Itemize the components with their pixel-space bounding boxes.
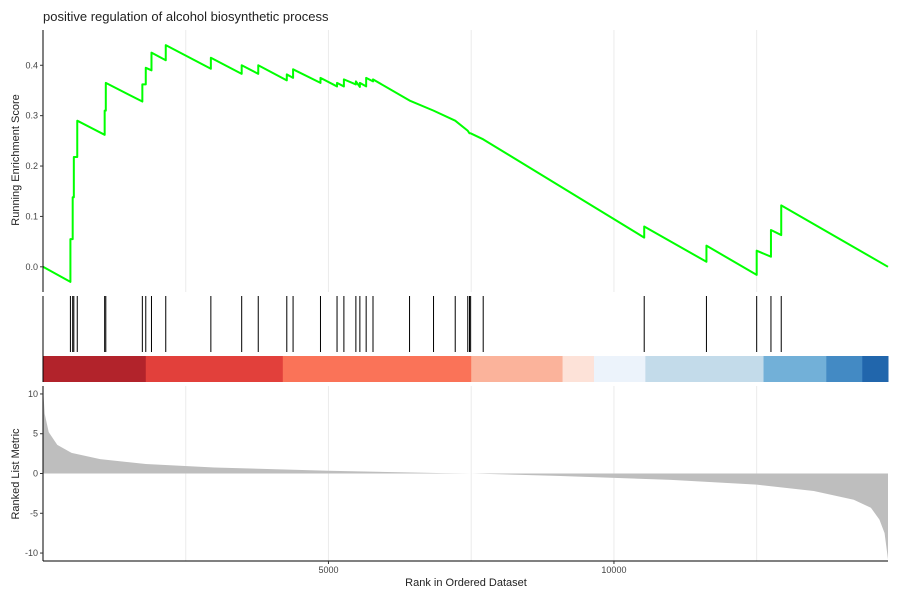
ranked-metric-fill	[43, 387, 888, 560]
color-bar	[43, 356, 889, 382]
running-es-curve	[42, 44, 889, 283]
x-tick-label: 5000	[318, 565, 338, 575]
es-y-tick-label: 0.1	[25, 211, 38, 221]
color-bar-segment	[763, 356, 827, 382]
x-axis-label: Rank in Ordered Dataset	[405, 577, 527, 589]
color-bar-segment	[862, 356, 889, 382]
color-bar-segment	[145, 356, 284, 382]
es-y-tick-label: 0.3	[25, 111, 38, 121]
color-bar-segment	[471, 356, 564, 382]
color-bar-segment	[826, 356, 863, 382]
es-y-tick-label: 0.0	[25, 262, 38, 272]
color-bar-segment	[562, 356, 595, 382]
es-y-axis-label: Running Enrichment Score	[10, 94, 22, 225]
metric-y-tick-label: 5	[33, 429, 38, 439]
metric-y-tick-label: -10	[25, 548, 38, 558]
color-bar-segment	[282, 356, 472, 382]
metric-y-tick-label: 10	[28, 389, 38, 399]
es-y-tick-label: 0.2	[25, 161, 38, 171]
metric-y-axis-label: Ranked List Metric	[10, 428, 22, 520]
grid-layer	[185, 30, 758, 561]
es-y-tick-label: 0.4	[25, 60, 38, 70]
metric-y-tick-label: -5	[30, 508, 38, 518]
gene-hit-ticks	[69, 296, 782, 352]
metric-y-tick-label: 0	[33, 469, 38, 479]
color-bar-segment	[43, 356, 147, 382]
tick-labels: 0.0 0.1 0.2 0.3 0.4 10 5 0 -5 -10 5000 10000	[25, 60, 626, 575]
color-bar-segment	[645, 356, 765, 382]
color-bar-segment	[593, 356, 646, 382]
chart-title: positive regulation of alcohol biosynthe…	[43, 9, 329, 24]
ranked-metric-area	[43, 387, 888, 560]
es-line	[42, 44, 889, 283]
x-tick-label: 10000	[601, 565, 626, 575]
